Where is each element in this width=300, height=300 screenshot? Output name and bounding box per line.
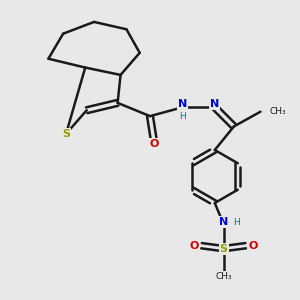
- Text: N: N: [219, 217, 228, 227]
- Text: N: N: [178, 99, 187, 110]
- Text: CH₃: CH₃: [269, 107, 286, 116]
- Text: CH₃: CH₃: [215, 272, 232, 281]
- Text: O: O: [190, 241, 199, 251]
- Text: H: H: [233, 218, 240, 226]
- Text: O: O: [248, 241, 258, 251]
- Text: N: N: [210, 99, 219, 110]
- Text: S: S: [220, 244, 228, 254]
- Text: H: H: [179, 112, 186, 121]
- Text: O: O: [150, 139, 159, 149]
- Text: S: S: [62, 129, 70, 139]
